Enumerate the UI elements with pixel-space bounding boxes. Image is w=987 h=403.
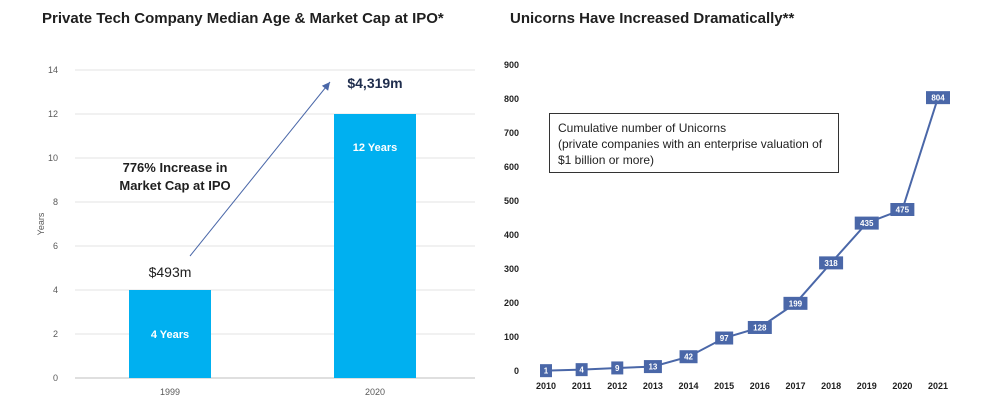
data-point-2014 [679, 350, 698, 364]
data-point-2018 [819, 256, 844, 270]
right-x-tick-label: 2014 [679, 381, 699, 391]
data-point-2011 [575, 363, 588, 377]
bar-1999 [129, 290, 211, 378]
left-y-tick-label: 4 [53, 285, 58, 295]
increase-annotation-line2: Market Cap at IPO [119, 178, 230, 193]
left-y-tick-label: 12 [48, 109, 58, 119]
data-label-2016: 128 [753, 323, 767, 332]
right-y-tick-label: 800 [504, 94, 519, 104]
right-y-tick-label: 0 [514, 366, 519, 376]
data-label-2014: 42 [684, 353, 693, 362]
data-label-2010: 1 [544, 367, 549, 376]
data-point-2019 [854, 216, 879, 230]
data-point-2013 [643, 360, 662, 374]
data-label-2019: 435 [860, 219, 874, 228]
right-x-tick-label: 2010 [536, 381, 556, 391]
right-chart-title: Unicorns Have Increased Dramatically** [510, 10, 795, 27]
right-y-tick-label: 900 [504, 60, 519, 70]
right-x-tick-label: 2018 [821, 381, 841, 391]
right-x-tick-label: 2011 [572, 381, 592, 391]
legend-line-3: $1 billion or more) [558, 153, 655, 167]
legend-line-1: Cumulative number of Unicorns [558, 121, 727, 135]
unicorn-legend-box: Cumulative number of Unicorns (private c… [549, 113, 839, 173]
left-y-tick-label: 0 [53, 373, 58, 383]
data-point-2020 [890, 203, 915, 216]
bar-label-2020: 12 Years [353, 142, 397, 154]
market-cap-1999: $493m [149, 264, 192, 280]
left-chart-title: Private Tech Company Median Age & Market… [42, 10, 444, 27]
legend-line-2: (private companies with an enterprise va… [558, 137, 823, 151]
left-x-tick-label: 1999 [160, 387, 180, 397]
data-label-2015: 97 [720, 334, 729, 343]
right-x-tick-label: 2016 [750, 381, 770, 391]
right-y-tick-label: 300 [504, 264, 519, 274]
left-y-tick-label: 14 [48, 65, 58, 75]
bar-label-1999: 4 Years [151, 329, 189, 341]
data-point-2010 [540, 364, 552, 378]
right-y-tick-label: 500 [504, 196, 519, 206]
data-point-2015 [715, 331, 734, 345]
right-x-tick-label: 2021 [928, 381, 948, 391]
right-x-tick-label: 2019 [857, 381, 877, 391]
data-label-2020: 475 [896, 206, 910, 215]
data-label-2018: 318 [824, 259, 838, 268]
right-x-tick-label: 2017 [785, 381, 805, 391]
market-cap-2020: $4,319m [347, 75, 402, 91]
data-label-2011: 4 [579, 366, 584, 375]
data-label-2017: 199 [789, 299, 803, 308]
left-y-tick-label: 10 [48, 153, 58, 163]
data-label-2013: 13 [648, 363, 657, 372]
data-point-2016 [747, 320, 772, 334]
data-label-2012: 9 [615, 364, 620, 373]
increase-arrow-head [321, 82, 330, 91]
left-y-tick-label: 6 [53, 241, 58, 251]
bar-2020 [334, 114, 416, 378]
right-x-tick-label: 2015 [714, 381, 734, 391]
right-line-chart: 0 100 200 300 400 500 600 700 800 900 2010 2011 201… [504, 60, 950, 391]
left-y-axis-label: Years [36, 212, 46, 235]
left-y-tick-label: 2 [53, 329, 58, 339]
data-point-2012 [611, 361, 624, 375]
right-x-tick-label: 2020 [892, 381, 912, 391]
increase-annotation-line1: 776% Increase in [123, 160, 228, 175]
right-y-tick-label: 200 [504, 298, 519, 308]
right-y-tick-label: 600 [504, 162, 519, 172]
right-y-tick-label: 700 [504, 128, 519, 138]
left-bar-chart: 0 2 4 6 8 10 12 14 Years 4 Years 12 Years 1999 20… [36, 65, 475, 397]
left-y-tick-label: 8 [53, 197, 58, 207]
increase-arrow [189, 81, 331, 257]
right-x-tick-label: 2013 [643, 381, 663, 391]
right-y-tick-label: 400 [504, 230, 519, 240]
right-x-tick-label: 2012 [607, 381, 627, 391]
data-point-2021 [926, 91, 950, 105]
data-label-2021: 804 [931, 94, 945, 103]
right-y-tick-label: 100 [504, 332, 519, 342]
left-x-tick-label: 2020 [365, 387, 385, 397]
data-point-2017 [783, 296, 808, 310]
